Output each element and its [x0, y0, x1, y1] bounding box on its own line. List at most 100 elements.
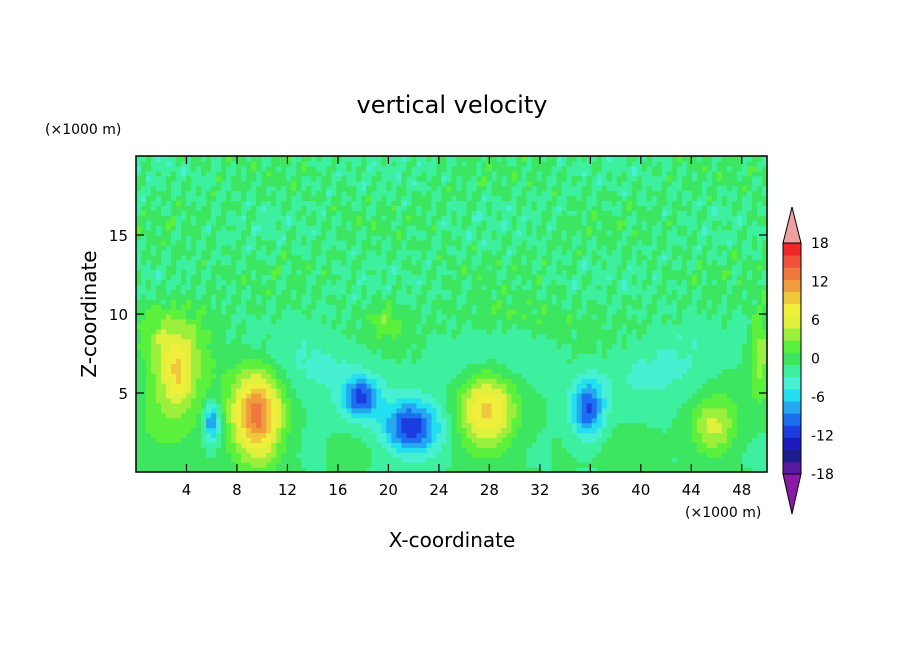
heatmap-cell [476, 175, 483, 182]
heatmap-cell [171, 452, 177, 458]
heatmap-cell [296, 299, 302, 305]
heatmap-cell [156, 397, 162, 404]
heatmap-cell [211, 393, 217, 399]
heatmap-cell [306, 195, 312, 202]
heatmap-cell [431, 358, 438, 364]
heatmap-cell [516, 447, 523, 453]
heatmap-cell [141, 279, 147, 285]
heatmap-cell [226, 437, 232, 443]
heatmap-cell [486, 230, 493, 236]
heatmap-cell [156, 289, 162, 295]
heatmap-cell [516, 462, 523, 468]
heatmap-cell [321, 427, 327, 434]
heatmap-cell [251, 363, 257, 369]
heatmap-cell [276, 225, 282, 231]
heatmap-cell [181, 235, 187, 241]
heatmap-cell [426, 215, 433, 221]
heatmap-cell [486, 328, 493, 335]
heatmap-cell [236, 427, 242, 434]
heatmap-cell [346, 348, 352, 355]
heatmap-cell [476, 200, 483, 206]
heatmap-cell [246, 467, 252, 473]
heatmap-cell [191, 156, 197, 162]
heatmap-cell [516, 190, 523, 197]
heatmap-cell [256, 432, 262, 439]
heatmap-cell [481, 205, 488, 211]
heatmap-cell [201, 284, 207, 290]
heatmap-cell [266, 235, 272, 241]
heatmap-cell [231, 402, 237, 409]
heatmap-cell [436, 442, 443, 448]
heatmap-cell [331, 269, 337, 276]
heatmap-cell [466, 422, 473, 429]
heatmap-cell [471, 333, 478, 340]
heatmap-cell [511, 412, 518, 419]
heatmap-cell [276, 417, 282, 424]
heatmap-cell [521, 249, 528, 256]
heatmap-cell [511, 427, 518, 434]
heatmap-cell [346, 225, 352, 231]
heatmap-cell [291, 417, 297, 424]
heatmap-cell [421, 338, 428, 345]
heatmap-cell [351, 343, 357, 350]
heatmap-cell [151, 397, 157, 404]
heatmap-cell [231, 225, 237, 231]
heatmap-cell [436, 244, 443, 251]
heatmap-cell [196, 318, 202, 325]
heatmap-cell [166, 279, 172, 285]
heatmap-cell [186, 323, 192, 330]
heatmap-cell [441, 309, 448, 315]
heatmap-cell [286, 333, 292, 340]
heatmap-cell [481, 175, 488, 182]
heatmap-cell [326, 269, 332, 276]
heatmap-cell [426, 343, 433, 350]
heatmap-cell [446, 254, 453, 261]
heatmap-cell [401, 467, 408, 473]
heatmap-cell [171, 175, 177, 182]
heatmap-cell [326, 230, 332, 236]
heatmap-cell [461, 368, 468, 374]
heatmap-cell [506, 452, 513, 458]
heatmap-cell [301, 165, 307, 172]
heatmap-cell [286, 239, 292, 246]
heatmap-cell [346, 383, 352, 389]
heatmap-cell [166, 348, 172, 355]
heatmap-cell [161, 378, 167, 384]
heatmap-cell [211, 239, 217, 246]
heatmap-cell [356, 160, 362, 167]
heatmap-cell [371, 348, 377, 355]
heatmap-cell [486, 402, 493, 409]
heatmap-cell [156, 358, 162, 364]
heatmap-cell [451, 383, 458, 389]
heatmap-cell [346, 244, 352, 251]
heatmap-cell [476, 338, 483, 345]
heatmap-cell [206, 388, 212, 394]
heatmap-cell [181, 343, 187, 350]
heatmap-cell [291, 259, 297, 266]
heatmap-cell [501, 185, 508, 192]
heatmap-cell [336, 274, 342, 281]
heatmap-cell [171, 160, 177, 167]
heatmap-cell [401, 363, 408, 369]
heatmap-cell [461, 457, 468, 463]
heatmap-cell [166, 457, 172, 463]
heatmap-cell [351, 348, 357, 355]
heatmap-cell [461, 160, 468, 167]
heatmap-cell [476, 314, 483, 320]
heatmap-cell [481, 239, 488, 246]
heatmap-cell [311, 289, 317, 295]
heatmap-cell [446, 244, 453, 251]
heatmap-cell [346, 417, 352, 424]
heatmap-cell [216, 294, 222, 300]
heatmap-cell [381, 437, 387, 443]
heatmap-cell [416, 427, 423, 434]
heatmap-cell [211, 190, 217, 197]
heatmap-cell [501, 165, 508, 172]
heatmap-cell [226, 235, 232, 241]
heatmap-cell [281, 220, 287, 226]
heatmap-cell [186, 215, 192, 221]
heatmap-cell [446, 323, 453, 330]
heatmap-cell [236, 442, 242, 448]
heatmap-cell [376, 269, 382, 276]
heatmap-cell [476, 457, 483, 463]
